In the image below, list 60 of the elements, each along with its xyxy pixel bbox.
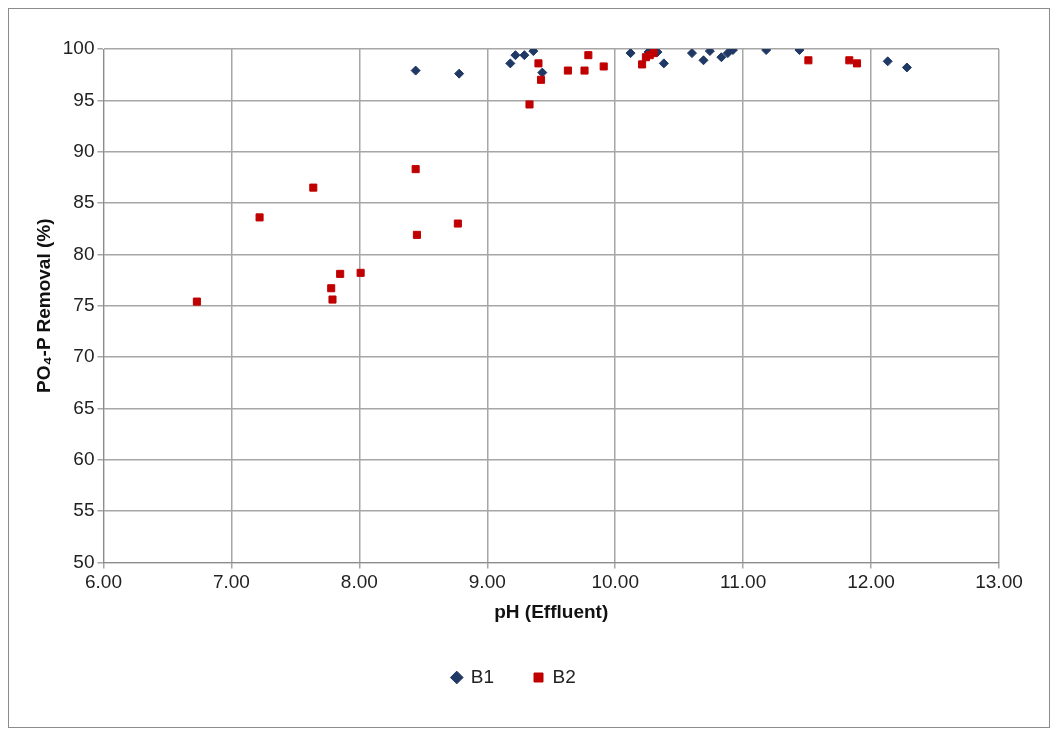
point [410, 65, 421, 76]
point [412, 230, 421, 239]
legend-label: B2 [552, 665, 576, 687]
point [704, 49, 715, 57]
point [580, 66, 589, 75]
point [638, 60, 647, 69]
y-tick-label: 95 [73, 88, 95, 110]
point [453, 219, 462, 228]
legend-label: B1 [470, 665, 495, 687]
point [525, 100, 534, 109]
x-axis-title: pH (Effluent) [494, 600, 609, 622]
x-tick-label: 10.00 [591, 571, 639, 593]
point [505, 58, 516, 69]
x-tick-label: 8.00 [340, 571, 378, 593]
y-tick-label: 70 [73, 345, 95, 367]
x-tick-label: 9.00 [468, 571, 506, 593]
point [336, 269, 345, 278]
point [625, 49, 636, 59]
y-tick-label: 85 [73, 191, 95, 213]
point [698, 55, 709, 66]
point [519, 50, 530, 61]
y-axis-title: PO₄-P Removal (%) [32, 218, 54, 393]
point [845, 56, 854, 65]
point [328, 295, 337, 304]
point [686, 49, 697, 59]
x-tick-label: 6.00 [85, 571, 122, 593]
point [658, 58, 669, 69]
y-tick-label: 50 [73, 550, 95, 572]
point [528, 49, 539, 57]
point [599, 62, 608, 71]
y-tick-label: 65 [73, 396, 95, 418]
point [356, 268, 365, 277]
point [510, 50, 521, 61]
point [192, 297, 201, 306]
point [534, 59, 543, 68]
point [584, 51, 593, 60]
point [852, 59, 862, 68]
y-tick-label: 80 [73, 242, 95, 264]
point [309, 183, 318, 192]
point [327, 284, 336, 293]
y-tick-label: 90 [73, 139, 95, 161]
point [804, 56, 813, 65]
point [722, 49, 733, 59]
point [537, 67, 548, 78]
y-tick-label: 60 [73, 447, 95, 469]
point [716, 52, 727, 63]
x-tick-label: 7.00 [212, 571, 250, 593]
x-tick-label: 11.00 [720, 571, 767, 593]
y-tick-label: 55 [73, 499, 95, 521]
y-tick-label: 100 [62, 37, 95, 59]
point [536, 75, 546, 84]
point [901, 62, 912, 73]
y-tick-label: 75 [73, 293, 95, 315]
point [411, 165, 420, 174]
point [255, 213, 264, 222]
point [563, 66, 572, 75]
point [454, 68, 465, 79]
point [882, 56, 893, 67]
x-tick-label: 13.00 [975, 571, 1023, 593]
x-tick-label: 12.00 [847, 571, 895, 593]
